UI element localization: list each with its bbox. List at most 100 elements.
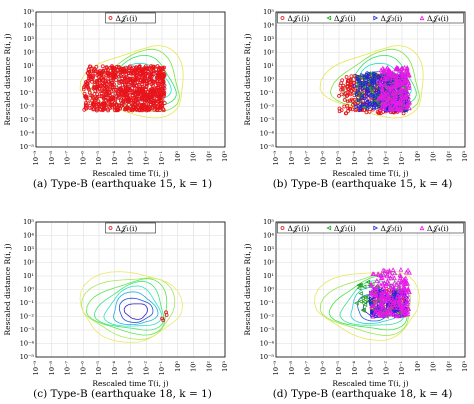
data-point (87, 69, 92, 74)
data-point (398, 80, 403, 86)
data-point (376, 310, 382, 316)
data-point (138, 68, 143, 73)
y-axis-label: Rescaled distance R(i, j) (3, 33, 12, 125)
data-point (99, 76, 104, 81)
data-point (353, 83, 358, 89)
data-point (370, 271, 376, 277)
data-point (348, 92, 353, 97)
data-point (397, 300, 403, 305)
data-point (382, 92, 388, 97)
data-point (405, 281, 410, 286)
data-point (151, 105, 155, 110)
x-tick-label: 10⁻⁴ (111, 361, 119, 376)
data-point (130, 93, 135, 98)
data-point (393, 95, 398, 101)
data-point (392, 280, 397, 286)
data-point (100, 64, 105, 69)
data-point (365, 102, 371, 108)
data-point (378, 105, 384, 111)
data-point (370, 81, 376, 87)
data-point (384, 273, 390, 279)
data-point (404, 89, 410, 94)
data-point (371, 77, 376, 82)
data-point (379, 100, 385, 106)
data-point (90, 77, 95, 82)
data-point (354, 104, 360, 110)
legend-label: Δ𝒥₄(i) (427, 224, 449, 233)
data-point (370, 302, 376, 308)
legend-label: Δ𝒥₄(i) (427, 14, 449, 23)
data-point (356, 285, 362, 291)
legend-label: Δ𝒥₁(i) (288, 14, 310, 23)
data-point (122, 74, 127, 79)
data-point (378, 313, 384, 318)
data-point (381, 69, 387, 74)
data-point (386, 107, 392, 113)
data-point (95, 69, 100, 74)
y-tick-label: 10³ (263, 35, 274, 43)
data-point (402, 277, 408, 283)
data-point (116, 88, 121, 93)
data-point (161, 108, 166, 113)
data-point (386, 280, 392, 286)
data-point (397, 73, 403, 78)
data-point (358, 107, 363, 113)
data-point (405, 267, 411, 273)
data-point (358, 291, 364, 296)
data-point (128, 88, 133, 93)
data-point (81, 87, 86, 92)
x-tick-label: 10² (445, 361, 453, 372)
data-point (375, 289, 381, 295)
data-point (405, 82, 410, 87)
y-tick-label: 10¹ (263, 62, 274, 70)
data-point (401, 303, 407, 309)
data-point (380, 280, 386, 286)
data-point (349, 74, 354, 79)
data-point (394, 282, 399, 287)
y-axis-label: Rescaled distance R(i, j) (243, 33, 252, 125)
x-tick-label: 10⁻⁴ (351, 151, 359, 166)
x-tick-label: 10⁻⁴ (351, 361, 359, 376)
data-point (97, 104, 102, 108)
data-point (397, 100, 402, 106)
data-point (398, 288, 404, 294)
data-point (361, 284, 367, 290)
data-point (401, 80, 407, 86)
data-point (381, 67, 387, 73)
data-point (405, 70, 411, 76)
data-point (144, 71, 149, 76)
x-axis-label: Rescaled time T(i, j) (92, 169, 168, 178)
data-point (126, 95, 131, 100)
data-point (132, 68, 137, 73)
data-point (110, 85, 115, 90)
data-point (375, 88, 380, 93)
data-point (111, 70, 116, 75)
data-point (121, 89, 126, 93)
data-point (134, 108, 139, 112)
y-tick-label: 10¹ (263, 272, 274, 280)
legend: Δ𝒥₁(i) Δ𝒥₂(i) Δ𝒥₃(i) Δ𝒥₄(i) (277, 12, 464, 24)
data-point (149, 102, 153, 107)
data-point (136, 107, 141, 112)
data-point (393, 103, 398, 109)
data-point (387, 74, 393, 80)
data-point (405, 72, 411, 78)
data-point (395, 305, 401, 311)
data-point (405, 286, 411, 291)
data-point (90, 75, 94, 79)
data-point (99, 91, 104, 95)
y-axis-label: Rescaled distance R(i, j) (3, 243, 12, 335)
data-point (337, 109, 342, 114)
data-point (378, 82, 384, 88)
data-point (348, 84, 353, 89)
data-point (344, 111, 349, 116)
legend-marker (280, 16, 285, 20)
data-point (153, 92, 158, 97)
data-point (374, 90, 380, 96)
data-point (101, 81, 106, 86)
data-point (158, 84, 163, 89)
data-point (88, 93, 93, 98)
data-point (130, 108, 135, 113)
data-point (394, 66, 400, 72)
x-tick-label: 10³ (461, 151, 469, 162)
